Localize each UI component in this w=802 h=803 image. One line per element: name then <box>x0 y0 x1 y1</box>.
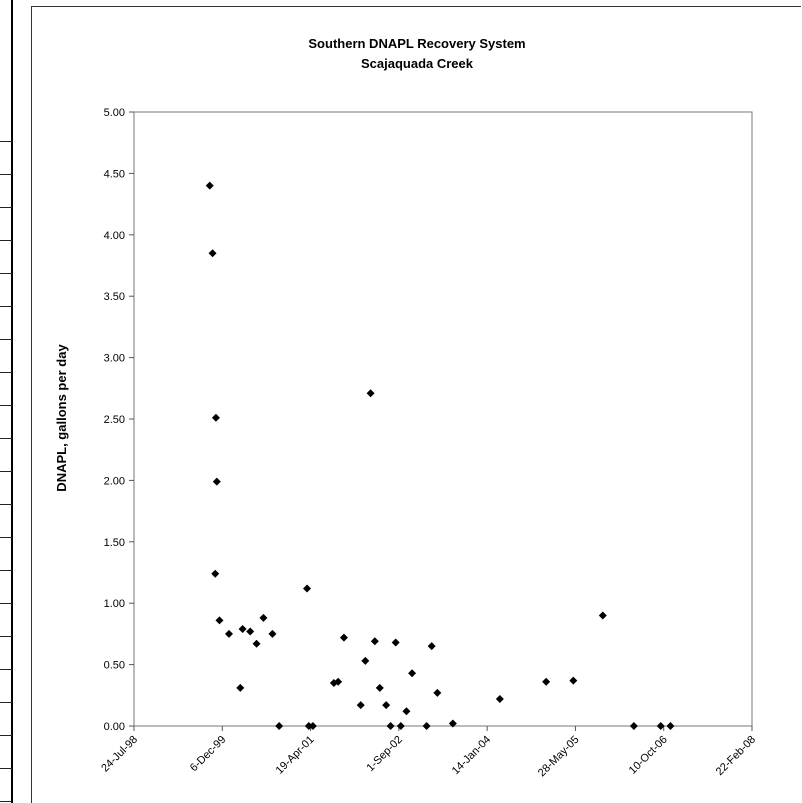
edge-grid-line <box>0 636 12 637</box>
data-point <box>370 637 379 646</box>
data-point <box>356 701 365 710</box>
data-point <box>238 624 247 633</box>
data-point <box>396 722 405 730</box>
data-point <box>236 683 245 692</box>
y-tick-label: 3.50 <box>104 291 125 303</box>
edge-grid-line <box>0 207 12 208</box>
edge-line <box>11 0 13 803</box>
edge-grid-line <box>0 702 12 703</box>
data-point <box>656 722 665 730</box>
data-point <box>211 569 220 578</box>
edge-grid-line <box>0 504 12 505</box>
data-point <box>375 683 384 692</box>
x-tick-label: 19-Apr-01 <box>274 734 317 777</box>
y-tick-label: 0.00 <box>104 721 125 733</box>
chart-subtitle: Scajaquada Creek <box>361 56 474 71</box>
x-tick-label: 28-May-05 <box>536 734 582 780</box>
data-point <box>361 656 370 665</box>
edge-grid-line <box>0 174 12 175</box>
edge-grid-line <box>0 273 12 274</box>
edge-grid-line <box>0 240 12 241</box>
data-point <box>386 722 395 730</box>
x-tick-label: 6-Dec-99 <box>188 734 228 774</box>
data-point <box>422 722 431 730</box>
data-point <box>252 639 261 648</box>
data-point <box>275 722 284 730</box>
data-point <box>339 633 348 642</box>
edge-grid-line <box>0 570 12 571</box>
data-point <box>259 613 268 622</box>
data-point <box>391 638 400 647</box>
edge-grid-line <box>0 438 12 439</box>
y-tick-label: 5.00 <box>104 107 125 119</box>
data-point <box>205 181 214 190</box>
y-tick-label: 0.50 <box>104 660 125 672</box>
data-point <box>246 627 255 636</box>
data-point <box>598 611 607 620</box>
x-axis: 24-Jul-98 6-Dec-99 19-Apr-01 1-Sep-02 14-Jan… <box>99 726 758 779</box>
data-point <box>629 722 638 730</box>
data-point <box>215 616 224 625</box>
data-point <box>569 676 578 685</box>
data-point <box>268 629 277 638</box>
edge-grid-line <box>0 603 12 604</box>
edge-grid-line <box>0 471 12 472</box>
edge-grid-line <box>0 537 12 538</box>
data-point <box>666 722 675 730</box>
y-tick-label: 1.50 <box>104 537 125 549</box>
data-point <box>382 701 391 710</box>
data-point <box>224 629 233 638</box>
data-point <box>433 688 442 697</box>
y-axis: 0.00 0.50 1.00 1.50 2.00 2.50 3.00 3.50 4.00 4.50… <box>104 107 134 733</box>
x-tick-label: 22-Feb-08 <box>714 734 758 778</box>
y-axis-label: DNAPL, gallons per day <box>54 344 69 492</box>
edge-grid-line <box>0 669 12 670</box>
data-point <box>402 707 411 716</box>
data-point <box>303 584 312 593</box>
data-point <box>408 669 417 678</box>
chart-frame <box>31 6 801 803</box>
y-tick-label: 2.50 <box>104 414 125 426</box>
x-tick-label: 14-Jan-04 <box>450 734 494 778</box>
edge-grid-line <box>0 141 12 142</box>
edge-grid-line <box>0 372 12 373</box>
chart-title: Southern DNAPL Recovery System <box>308 36 525 51</box>
y-tick-label: 4.00 <box>104 230 125 242</box>
data-point <box>366 389 375 398</box>
data-point <box>211 413 220 422</box>
edge-grid-line <box>0 339 12 340</box>
edge-grid-line <box>0 405 12 406</box>
data-point <box>542 677 551 686</box>
data-point <box>304 722 313 730</box>
edge-grid-line <box>0 306 12 307</box>
edge-grid-line <box>0 768 12 769</box>
data-point <box>495 694 504 703</box>
data-point <box>308 722 317 730</box>
data-points <box>205 181 675 730</box>
x-tick-label: 10-Oct-06 <box>627 734 670 777</box>
data-point <box>334 677 343 686</box>
x-tick-label: 24-Jul-98 <box>99 734 140 775</box>
data-point <box>448 719 457 728</box>
y-tick-label: 2.00 <box>104 475 125 487</box>
y-tick-label: 1.00 <box>104 598 125 610</box>
y-tick-label: 3.00 <box>104 353 125 365</box>
data-point <box>208 249 217 258</box>
data-point <box>427 642 436 651</box>
edge-grid-line <box>0 801 12 802</box>
data-point <box>212 477 221 486</box>
y-tick-label: 4.50 <box>104 168 125 180</box>
edge-grid-line <box>0 735 12 736</box>
x-tick-label: 1-Sep-02 <box>364 734 404 774</box>
left-sheet-edge <box>0 0 16 803</box>
